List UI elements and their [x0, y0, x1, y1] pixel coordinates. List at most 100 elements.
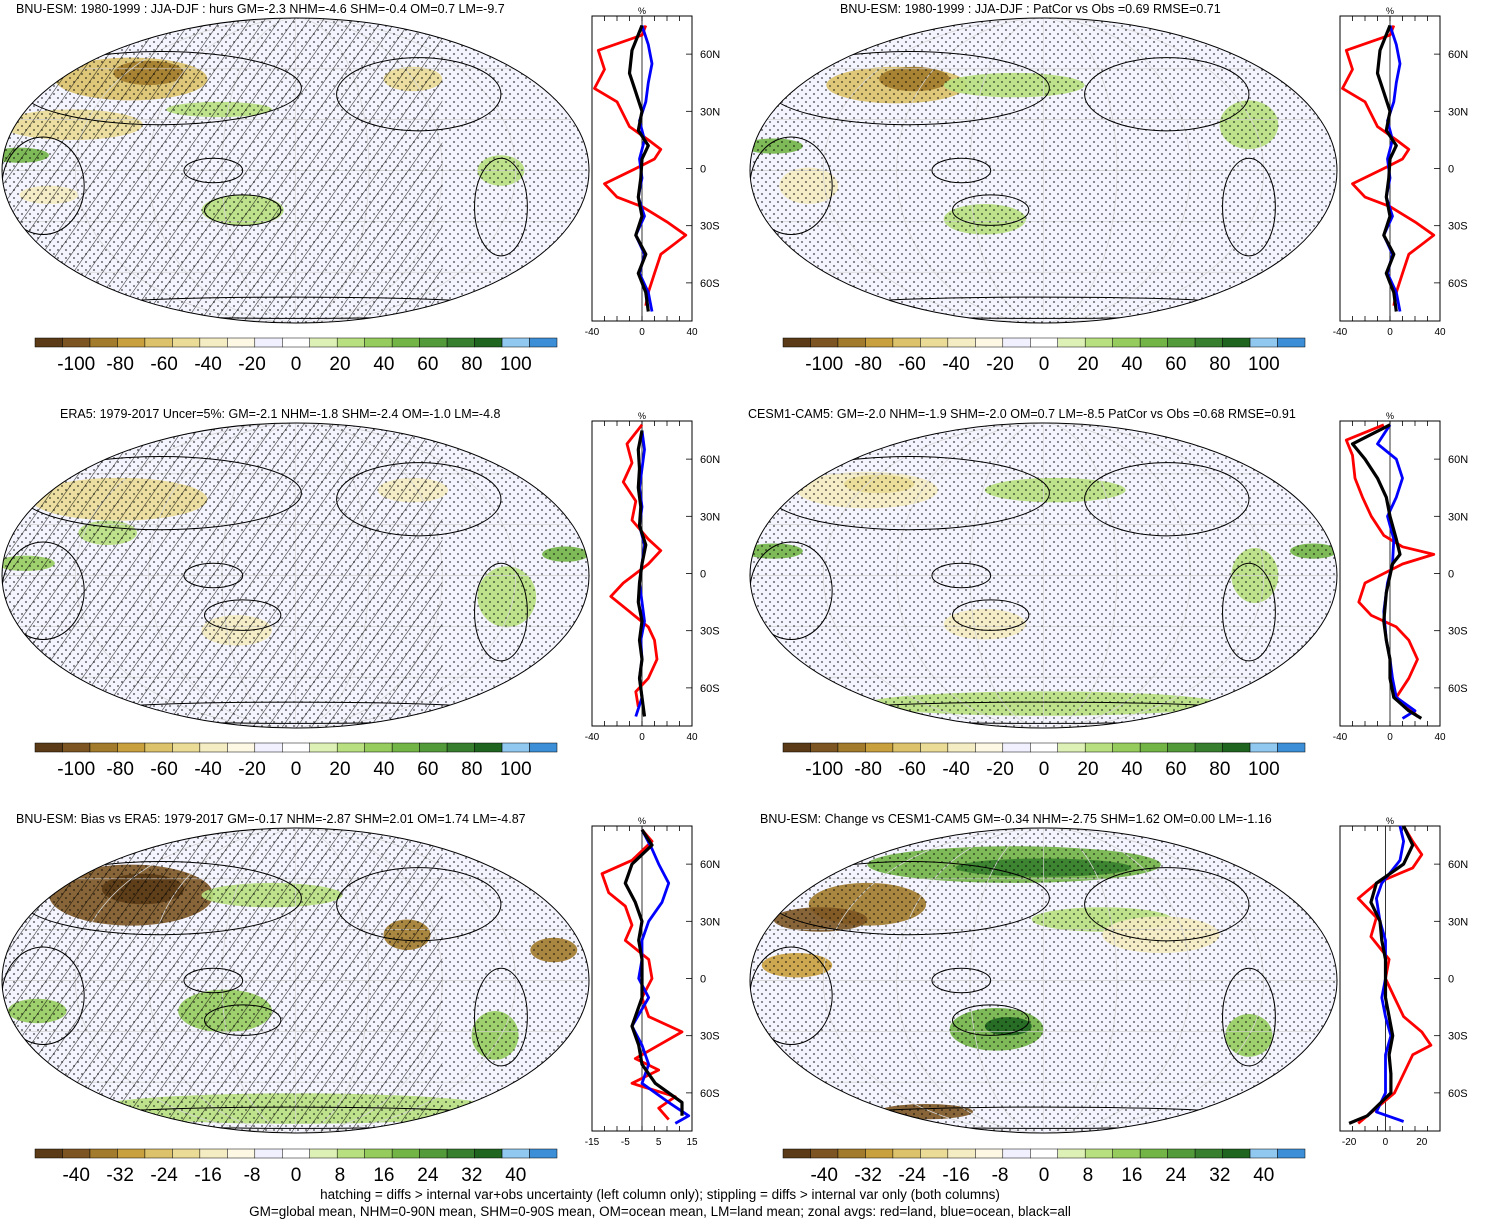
colorbar-label: 0	[291, 1165, 302, 1186]
colorbar-swatch	[172, 1149, 199, 1158]
colorbar-swatch	[502, 338, 529, 347]
colorbar-swatch	[1250, 338, 1277, 347]
zonal-x-label: -15	[585, 1137, 600, 1148]
colorbar-swatch	[502, 1149, 529, 1158]
stippling	[750, 18, 1337, 323]
zonal-lat-label: 0	[700, 974, 706, 986]
colorbar-label: 100	[1248, 759, 1280, 780]
colorbar-swatch	[1278, 743, 1305, 752]
zonal-curve-all	[630, 26, 649, 312]
zonal-unit: %	[1386, 816, 1394, 826]
map-field	[0, 18, 589, 323]
colorbar-label: 100	[500, 354, 532, 375]
colorbar-swatch	[1140, 1149, 1167, 1158]
colorbar-swatch	[1113, 1149, 1140, 1158]
colorbar-swatch	[975, 743, 1002, 752]
colorbar-label: -32	[854, 1165, 881, 1186]
colorbar-label: 16	[373, 1165, 394, 1186]
zonal-x-label: -40	[585, 327, 600, 338]
footer-line-means: GM=global mean, NHM=0-90N mean, SHM=0-90…	[0, 1203, 1320, 1220]
colorbar-swatch	[1113, 338, 1140, 347]
colorbar-label: -60	[150, 759, 177, 780]
zonal-lat-label: 60N	[700, 49, 720, 61]
zonal-x-label: 0	[1387, 327, 1393, 338]
colorbar-swatch	[865, 1149, 892, 1158]
zonal-x-label: -20	[1342, 1137, 1357, 1148]
zonal-lat-label: 30S	[700, 1031, 720, 1043]
colorbar-swatch	[1113, 743, 1140, 752]
hatching	[2, 18, 442, 323]
zonal-lat-label: 60S	[700, 683, 720, 695]
colorbar-swatch	[420, 1149, 447, 1158]
colorbar-swatch	[1058, 1149, 1085, 1158]
colorbar-swatch	[447, 338, 474, 347]
colorbar-label: 0	[1039, 354, 1050, 375]
colorbar-swatch	[783, 338, 810, 347]
zonal-unit: %	[1386, 411, 1394, 421]
colorbar-label: 60	[1165, 354, 1186, 375]
colorbar-label: -8	[244, 1165, 261, 1186]
colorbar-label: -20	[238, 759, 265, 780]
zonal-lat-label: 60S	[1448, 278, 1468, 290]
colorbar-label: 40	[373, 354, 394, 375]
colorbar-swatch	[1058, 743, 1085, 752]
colorbar-swatch	[227, 743, 254, 752]
colorbar-label: -20	[986, 354, 1013, 375]
colorbar-label: 0	[291, 759, 302, 780]
colorbar-swatch	[1003, 743, 1030, 752]
colorbar-label: -80	[854, 759, 881, 780]
colorbar-swatch	[838, 338, 865, 347]
colorbar-swatch	[35, 743, 62, 752]
zonal-unit: %	[638, 816, 646, 826]
colorbar-label: 40	[1253, 1165, 1274, 1186]
colorbar-swatch	[90, 743, 117, 752]
zonal-x-label: 0	[1383, 1137, 1389, 1148]
colorbar-swatch	[1030, 743, 1057, 752]
zonal-lat-label: 30N	[700, 916, 720, 928]
colorbar-swatch	[447, 743, 474, 752]
colorbar-swatch	[475, 1149, 502, 1158]
colorbar-swatch	[90, 1149, 117, 1158]
zonal-lat-label: 30N	[1448, 511, 1468, 523]
colorbar-label: 32	[461, 1165, 482, 1186]
colorbar-label: 20	[1077, 354, 1098, 375]
colorbar-label: -40	[62, 1165, 89, 1186]
colorbar-swatch	[35, 1149, 62, 1158]
colorbar-label: -60	[150, 354, 177, 375]
colorbar-swatch	[337, 743, 364, 752]
colorbar-swatch	[948, 338, 975, 347]
colorbar-swatch	[420, 743, 447, 752]
colorbar-swatch	[200, 743, 227, 752]
zonal-x-label: 0	[639, 327, 645, 338]
colorbar-swatch	[1168, 338, 1195, 347]
colorbar-swatch	[62, 1149, 89, 1158]
colorbar-label: -80	[106, 759, 133, 780]
colorbar-label: -40	[194, 354, 221, 375]
colorbar-swatch	[35, 338, 62, 347]
colorbar-swatch	[310, 338, 337, 347]
colorbar-swatch	[282, 1149, 309, 1158]
colorbar-swatch	[893, 338, 920, 347]
colorbar-swatch	[530, 338, 557, 347]
colorbar-label: 80	[461, 759, 482, 780]
colorbar-swatch	[337, 1149, 364, 1158]
colorbar-swatch	[975, 1149, 1002, 1158]
zonal-lat-label: 0	[1448, 164, 1454, 176]
colorbar-swatch	[1223, 338, 1250, 347]
colorbar-label: -40	[194, 759, 221, 780]
colorbar-swatch	[365, 743, 392, 752]
colorbar-label: 8	[335, 1165, 346, 1186]
colorbar-swatch	[783, 743, 810, 752]
colorbar-swatch	[117, 338, 144, 347]
colorbar-swatch	[1195, 1149, 1222, 1158]
map-panel-p4	[744, 423, 1337, 728]
zonal-lat-label: 60S	[1448, 683, 1468, 695]
zonal-x-label: 40	[686, 327, 698, 338]
hatching	[2, 828, 442, 1133]
zonal-lat-label: 30S	[1448, 221, 1468, 233]
zonal-lat-label: 60S	[1448, 1088, 1468, 1100]
stippling	[750, 828, 1337, 1133]
zonal-curve-all	[1378, 26, 1397, 312]
